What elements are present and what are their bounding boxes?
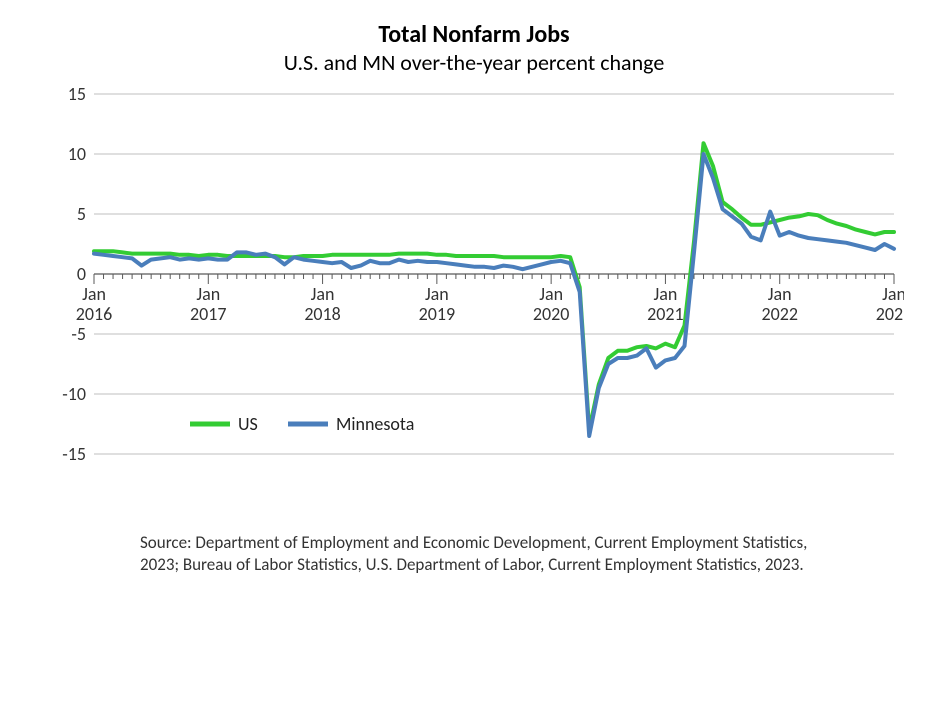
x-tick-label-year: 2019 [419,303,456,325]
x-tick-label-month: Jan [768,283,792,305]
x-tick-label-month: Jan [196,283,220,305]
line-chart-svg: -15-10-5051015Jan2016Jan2017Jan2018Jan20… [44,84,904,514]
x-tick-label-month: Jan [882,283,904,305]
x-tick-label-year: 2023 [876,303,904,325]
y-tick-label: -15 [62,443,86,465]
chart-title: Total Nonfarm Jobs [40,20,908,49]
x-tick-label-year: 2018 [304,303,341,325]
x-tick-label-year: 2020 [533,303,570,325]
source-text: Source: Department of Employment and Eco… [140,532,828,576]
chart-subtitle: U.S. and MN over-the-year percent change [40,49,908,76]
x-tick-label-year: 2022 [761,303,798,325]
y-tick-label: 5 [77,203,86,225]
y-tick-label: 0 [77,263,86,285]
y-tick-label: -5 [71,323,86,345]
x-tick-label-year: 2021 [647,303,684,325]
title-block: Total Nonfarm Jobs U.S. and MN over-the-… [40,20,908,76]
plot-area: -15-10-5051015Jan2016Jan2017Jan2018Jan20… [44,84,904,514]
y-tick-label: 10 [68,143,86,165]
y-tick-label: 15 [68,84,86,105]
legend-label: US [238,413,258,435]
x-tick-label-month: Jan [539,283,563,305]
x-tick-label-year: 2016 [76,303,113,325]
x-tick-label-month: Jan [654,283,678,305]
x-tick-label-year: 2017 [190,303,227,325]
x-tick-label-month: Jan [425,283,449,305]
x-tick-label-month: Jan [82,283,106,305]
x-tick-label-month: Jan [311,283,335,305]
legend-label: Minnesota [336,413,414,435]
y-tick-label: -10 [62,383,86,405]
chart-container: Total Nonfarm Jobs U.S. and MN over-the-… [0,0,948,705]
